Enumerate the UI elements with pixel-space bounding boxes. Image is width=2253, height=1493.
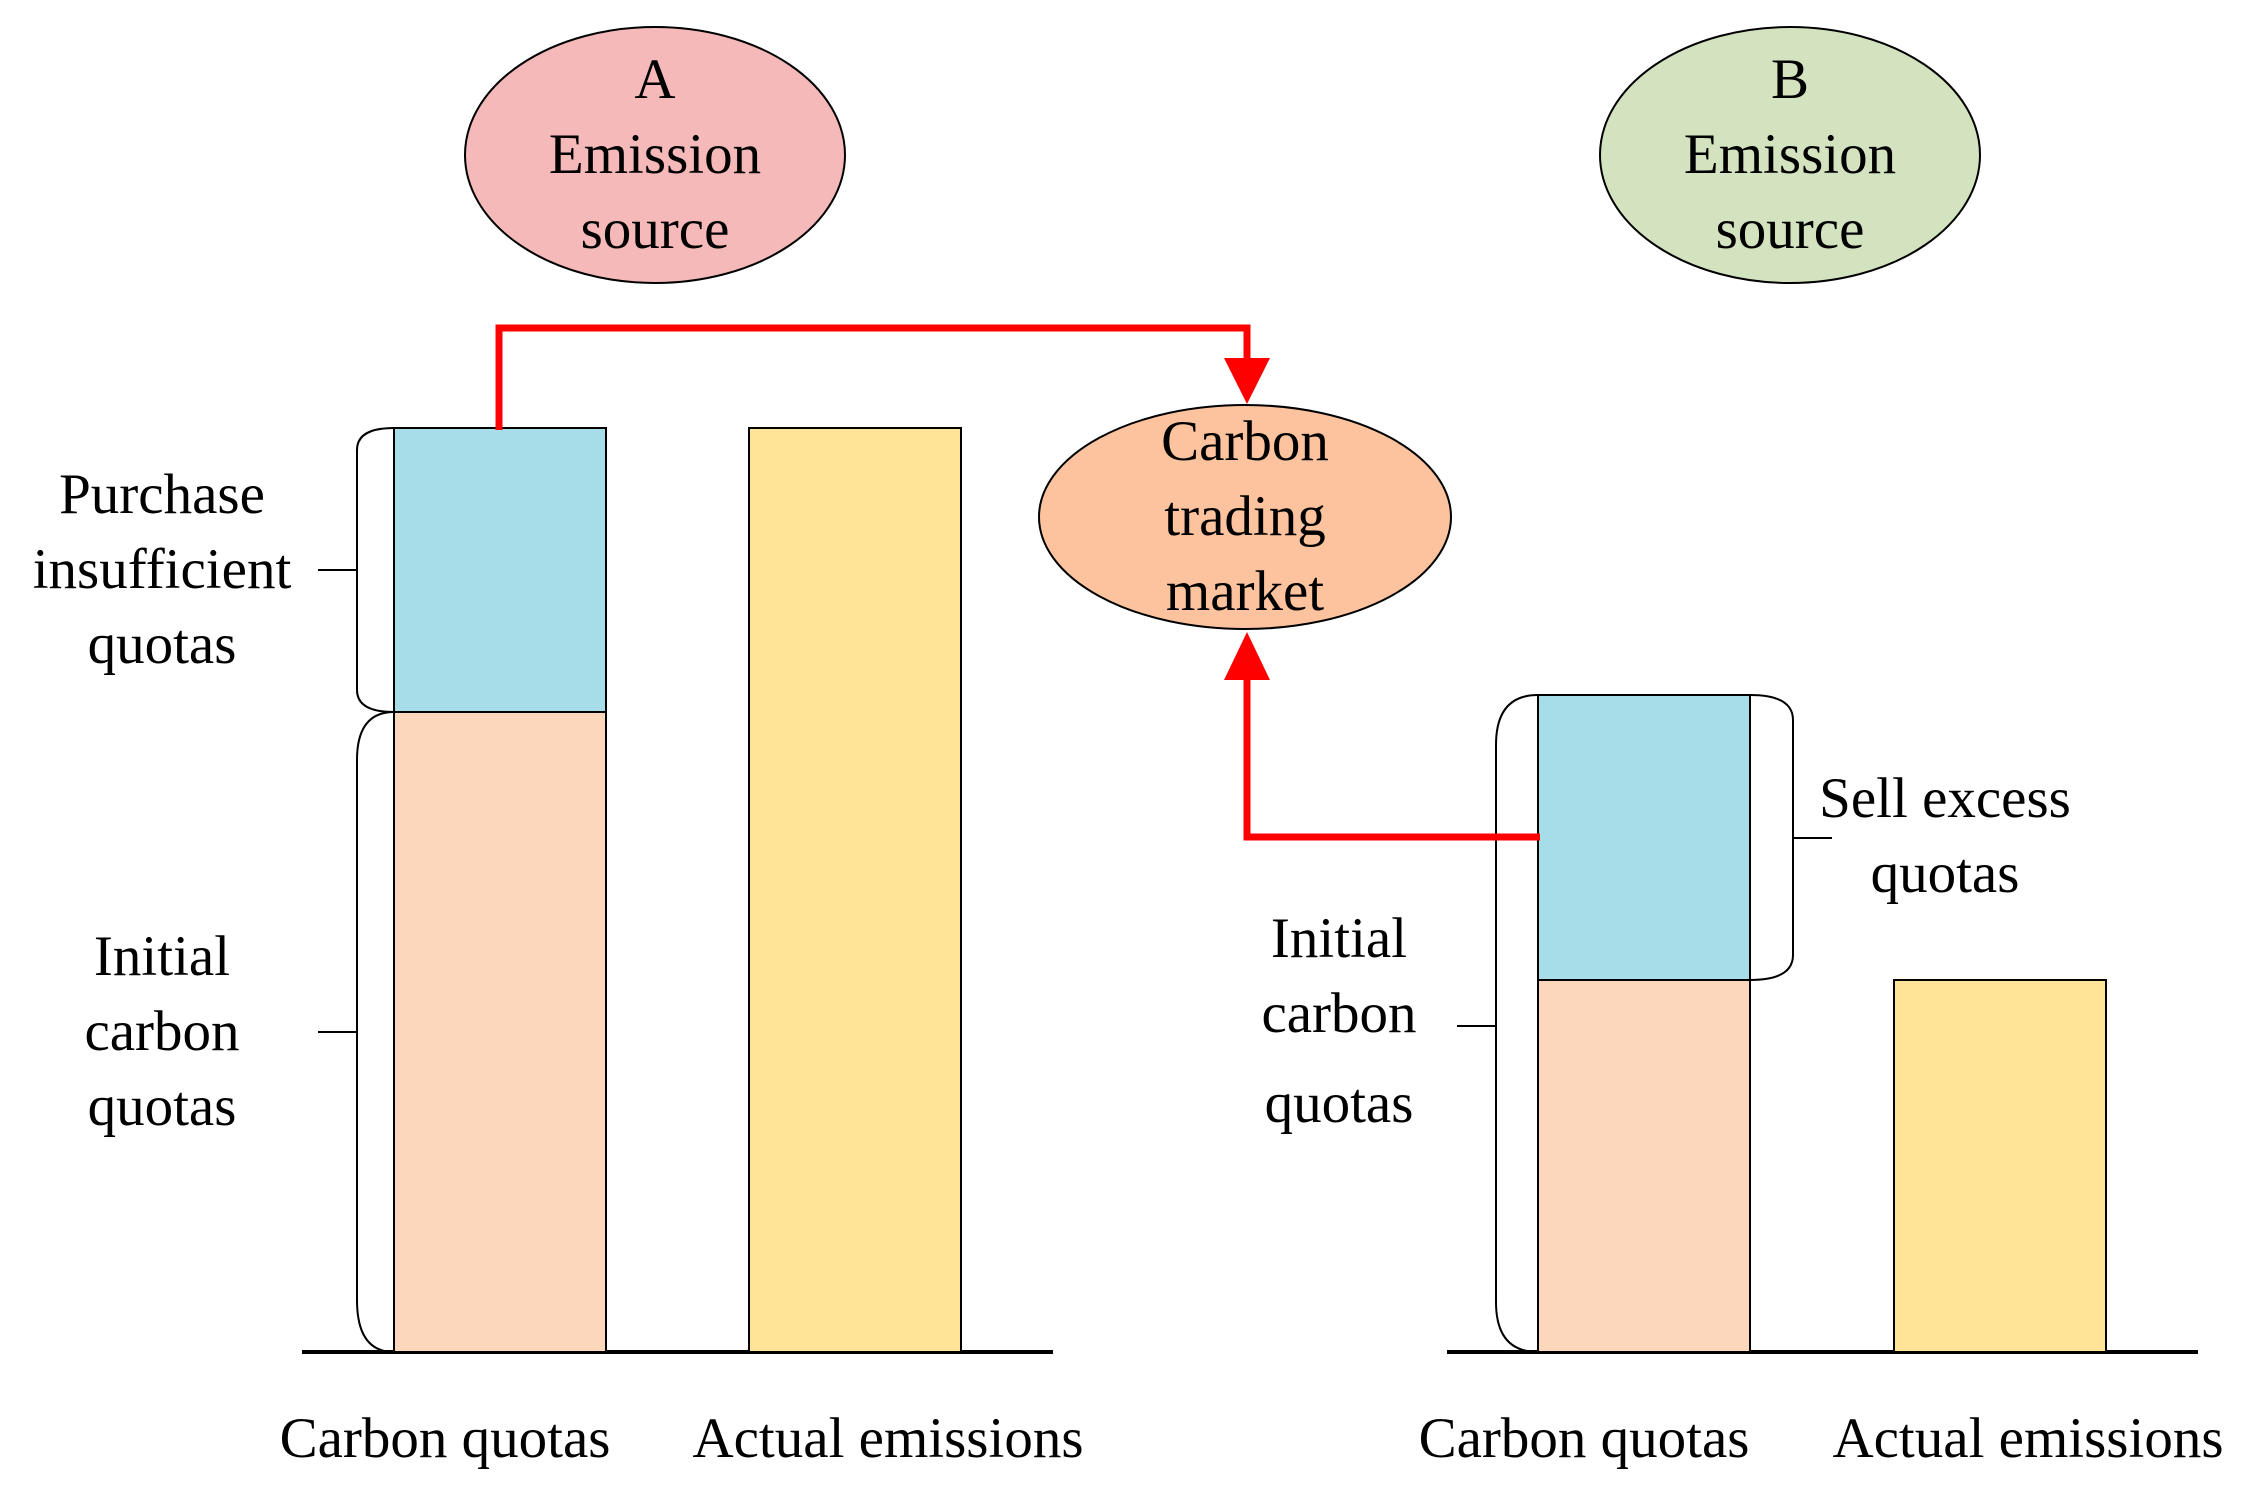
carbon-trading-market-line2: trading [1164,485,1325,548]
right-initial-label-line1: Initial [1271,907,1407,970]
right-initial-label-line3: quotas [1265,1072,1414,1135]
left-purchase-brace [356,427,395,713]
emission-source-a-line1: A [634,48,675,111]
emission-source-b-ellipse [1599,26,1981,284]
left-purchased-quota-bar [393,427,607,713]
carbon-trading-market-line3: market [1166,560,1324,623]
right-sold-quota-bar [1537,694,1751,981]
right-panel: Sell excess quotas Initial carbon quotas… [1261,694,2224,1470]
sell-flow-line [1243,676,1540,841]
sell-flow-arrowhead [1224,632,1270,680]
right-sell-label-line1: Sell excess [1819,767,2071,830]
flow-arrows [495,324,1540,841]
right-initial-brace [1495,694,1539,1353]
right-sell-brace [1749,694,1794,981]
purchase-flow-arrowhead [1224,358,1270,404]
right-initial-quota-bar [1537,979,1751,1353]
purchase-flow-line [495,324,1251,430]
carbon-trading-market: Carbon trading market [1038,404,1452,630]
left-actual-emissions-bar [748,427,962,1353]
left-x-label-carbon-quotas: Carbon quotas [280,1407,611,1470]
left-purchase-label-line2: insufficient [33,538,292,601]
right-x-label-actual-emissions: Actual emissions [1832,1407,2223,1470]
right-actual-emissions-bar [1893,979,2107,1353]
emission-source-b-line1: B [1771,48,1809,111]
left-purchase-label-line1: Purchase [59,463,265,526]
emission-source-b: B Emission source [1599,26,1981,284]
emission-source-b-line3: source [1716,198,1865,261]
left-panel: Purchase insufficient quotas Initial car… [33,427,1084,1470]
emission-source-a-ellipse [464,26,846,284]
left-x-label-actual-emissions: Actual emissions [692,1407,1083,1470]
carbon-trading-market-ellipse [1038,404,1452,630]
emission-source-a-line3: source [581,198,730,261]
emission-source-a: A Emission source [464,26,846,284]
left-initial-label-line3: quotas [88,1075,237,1138]
emission-source-b-line2: Emission [1684,123,1896,186]
left-purchase-label-line3: quotas [88,613,237,676]
right-sell-label-line2: quotas [1871,842,2020,905]
right-x-label-carbon-quotas: Carbon quotas [1419,1407,1750,1470]
emission-source-a-line2: Emission [549,123,761,186]
right-initial-label-line2: carbon [1261,982,1416,1045]
left-initial-label-line1: Initial [94,925,230,988]
left-initial-quota-bar [393,711,607,1353]
carbon-trading-market-line1: Carbon [1161,410,1329,473]
left-initial-brace [356,711,395,1353]
left-initial-label-line2: carbon [84,1000,239,1063]
